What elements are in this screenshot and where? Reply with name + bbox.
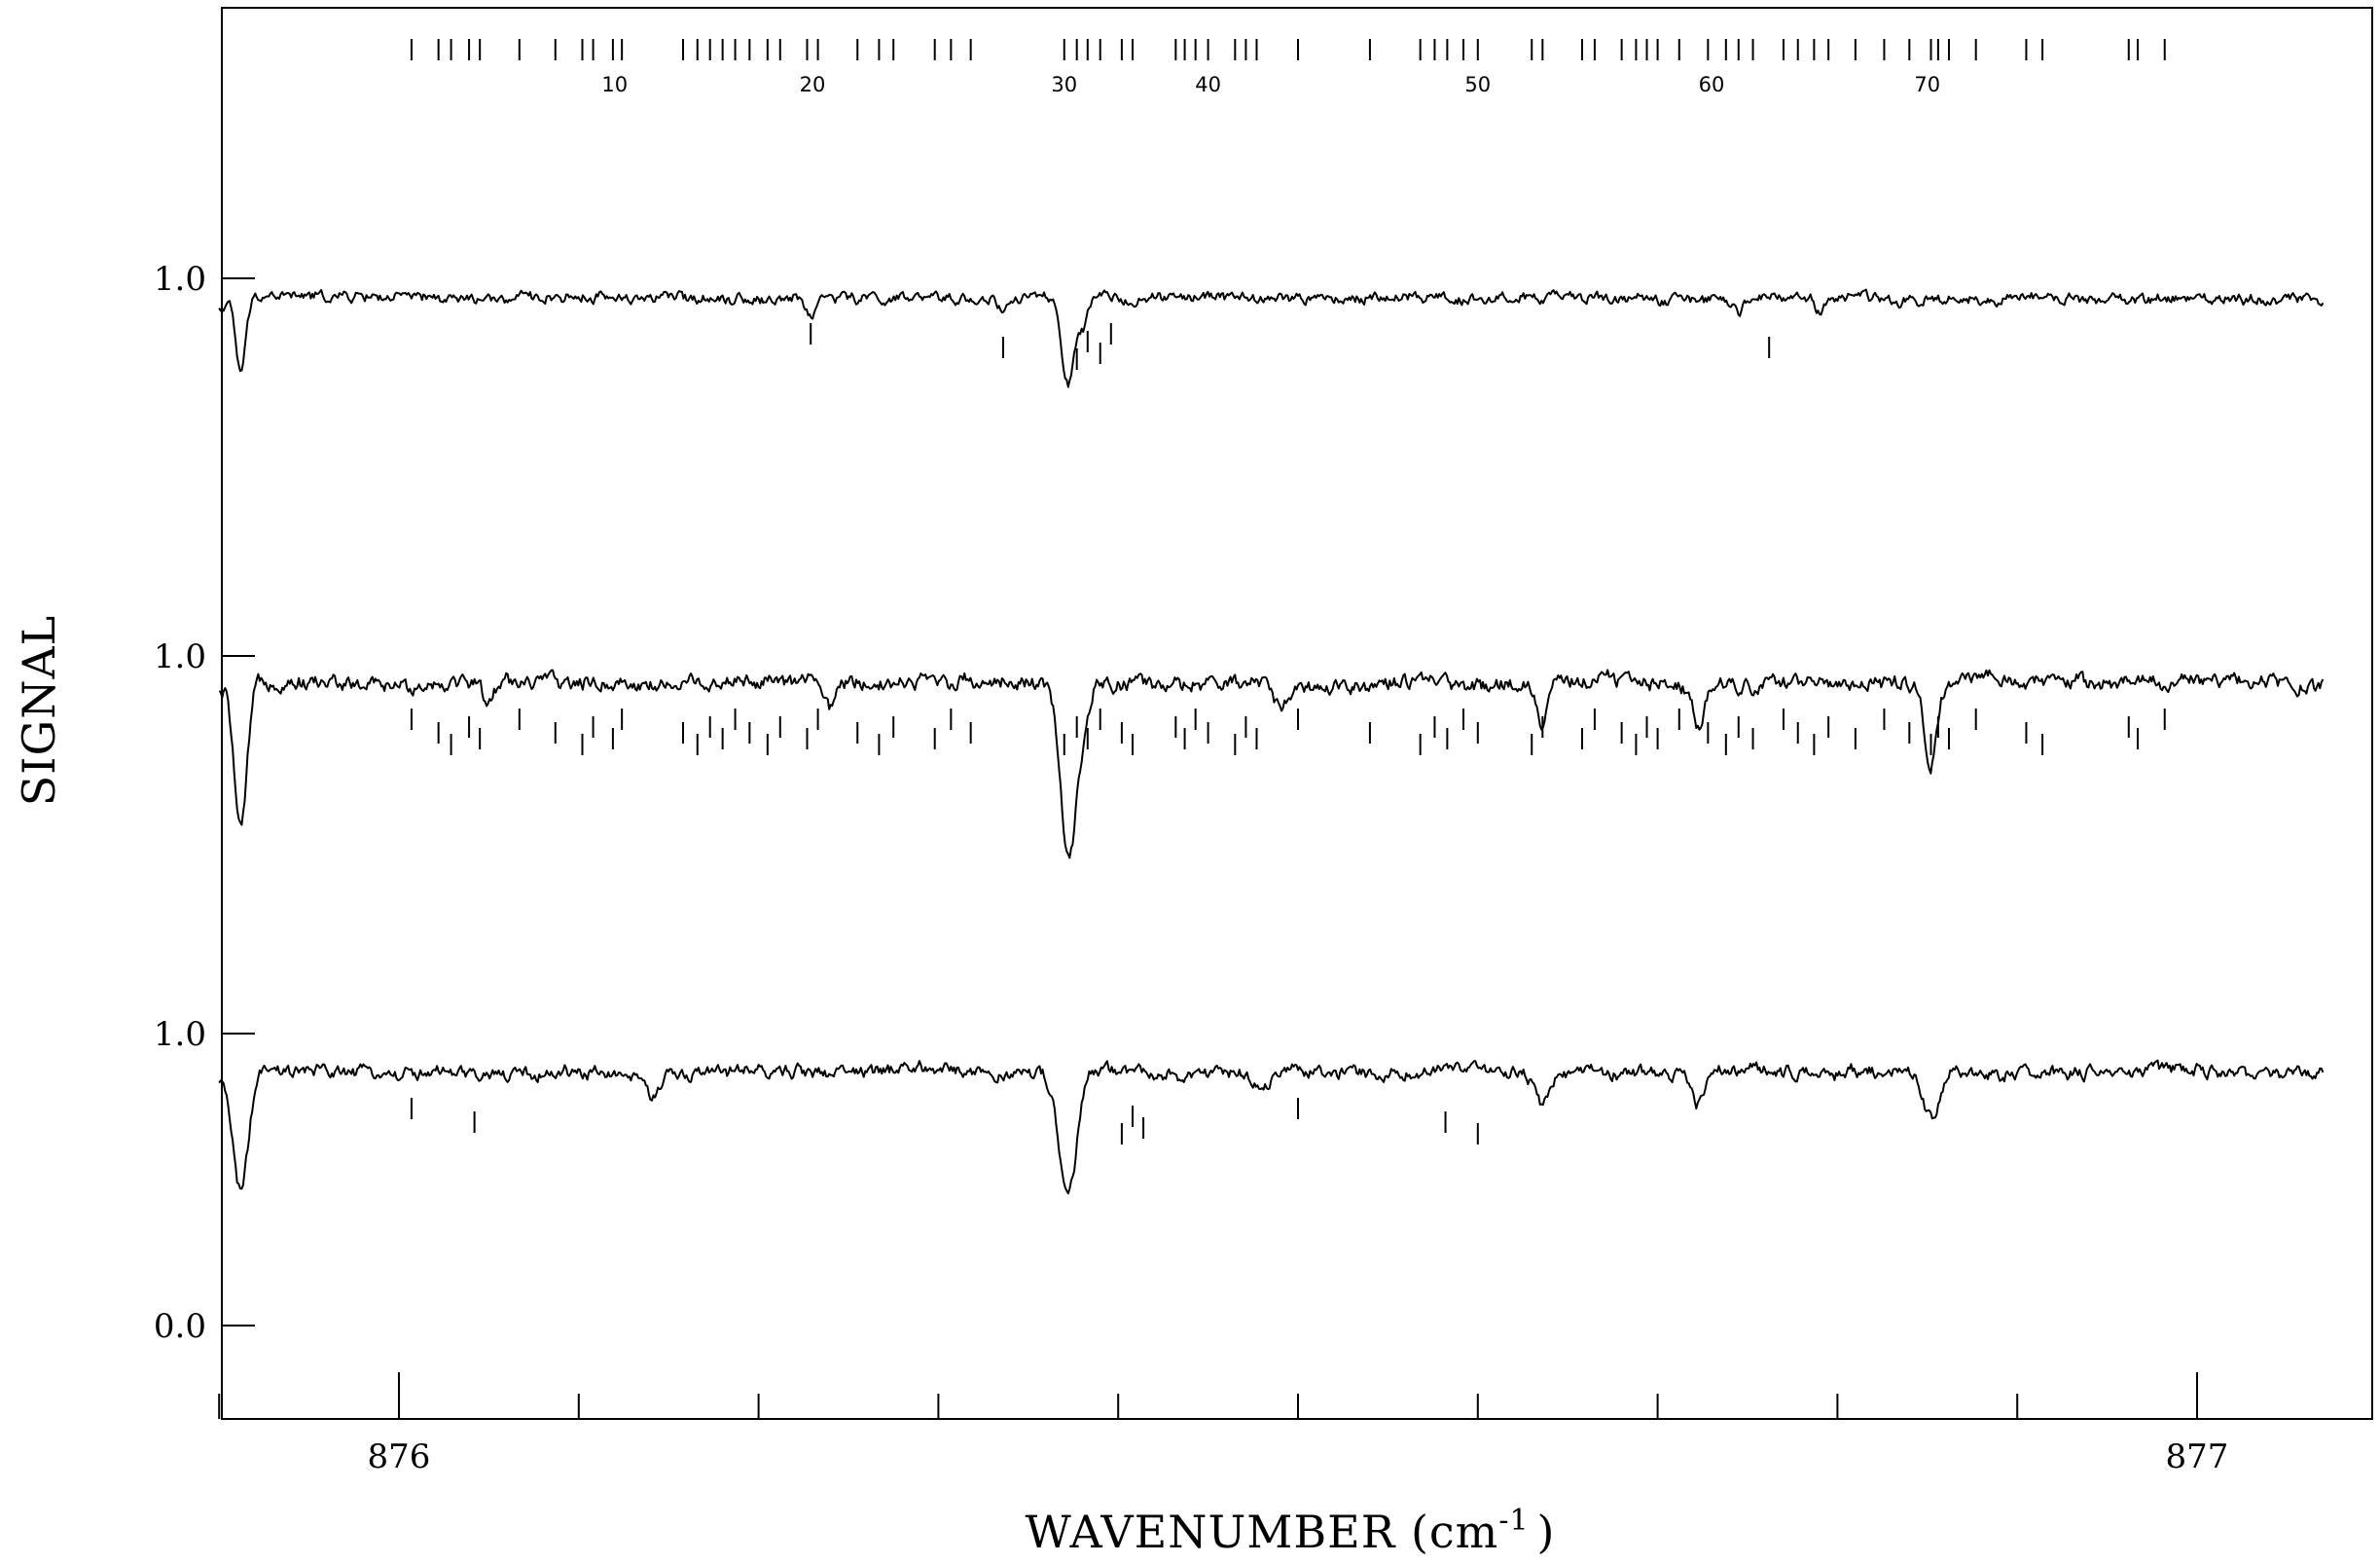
y-tick-label-4: 0.0 (154, 1307, 206, 1346)
x-axis-title: WAVENUMBER (cm-1) (1026, 1504, 1556, 1558)
x-axis-ticks (218, 1372, 2198, 1419)
spectrum-trace-1 (218, 288, 2325, 388)
y-axis-ticks: 1.01.01.01.00.0 (154, 260, 255, 1346)
x-axis-tick-labels: 876 877 (368, 1437, 2229, 1476)
line-number-40: 40 (1195, 73, 1221, 96)
spectrum-trace-2 (218, 669, 2325, 859)
y-tick-label-2: 1.0 (154, 637, 206, 676)
y-tick-label-1: 1.0 (154, 260, 206, 299)
x-tick-label-1: 877 (2166, 1437, 2229, 1476)
x-tick-label-0: 876 (368, 1437, 431, 1476)
spectrum-trace-3 (218, 1059, 2325, 1195)
line-markers (410, 39, 2166, 1145)
line-number-60: 60 (1699, 73, 1725, 96)
y-axis-title: SIGNAL (13, 615, 65, 806)
line-number-10: 10 (601, 73, 628, 96)
line-number-70: 70 (1914, 73, 1940, 96)
spectra-traces (218, 288, 2325, 1195)
line-number-30: 30 (1051, 73, 1077, 96)
line-number-20: 20 (800, 73, 826, 96)
line-number-labels: 10 20 30 40 50 60 70 (601, 73, 1940, 96)
line-number-50: 50 (1464, 73, 1491, 96)
y-tick-label-3: 1.0 (154, 1015, 206, 1054)
